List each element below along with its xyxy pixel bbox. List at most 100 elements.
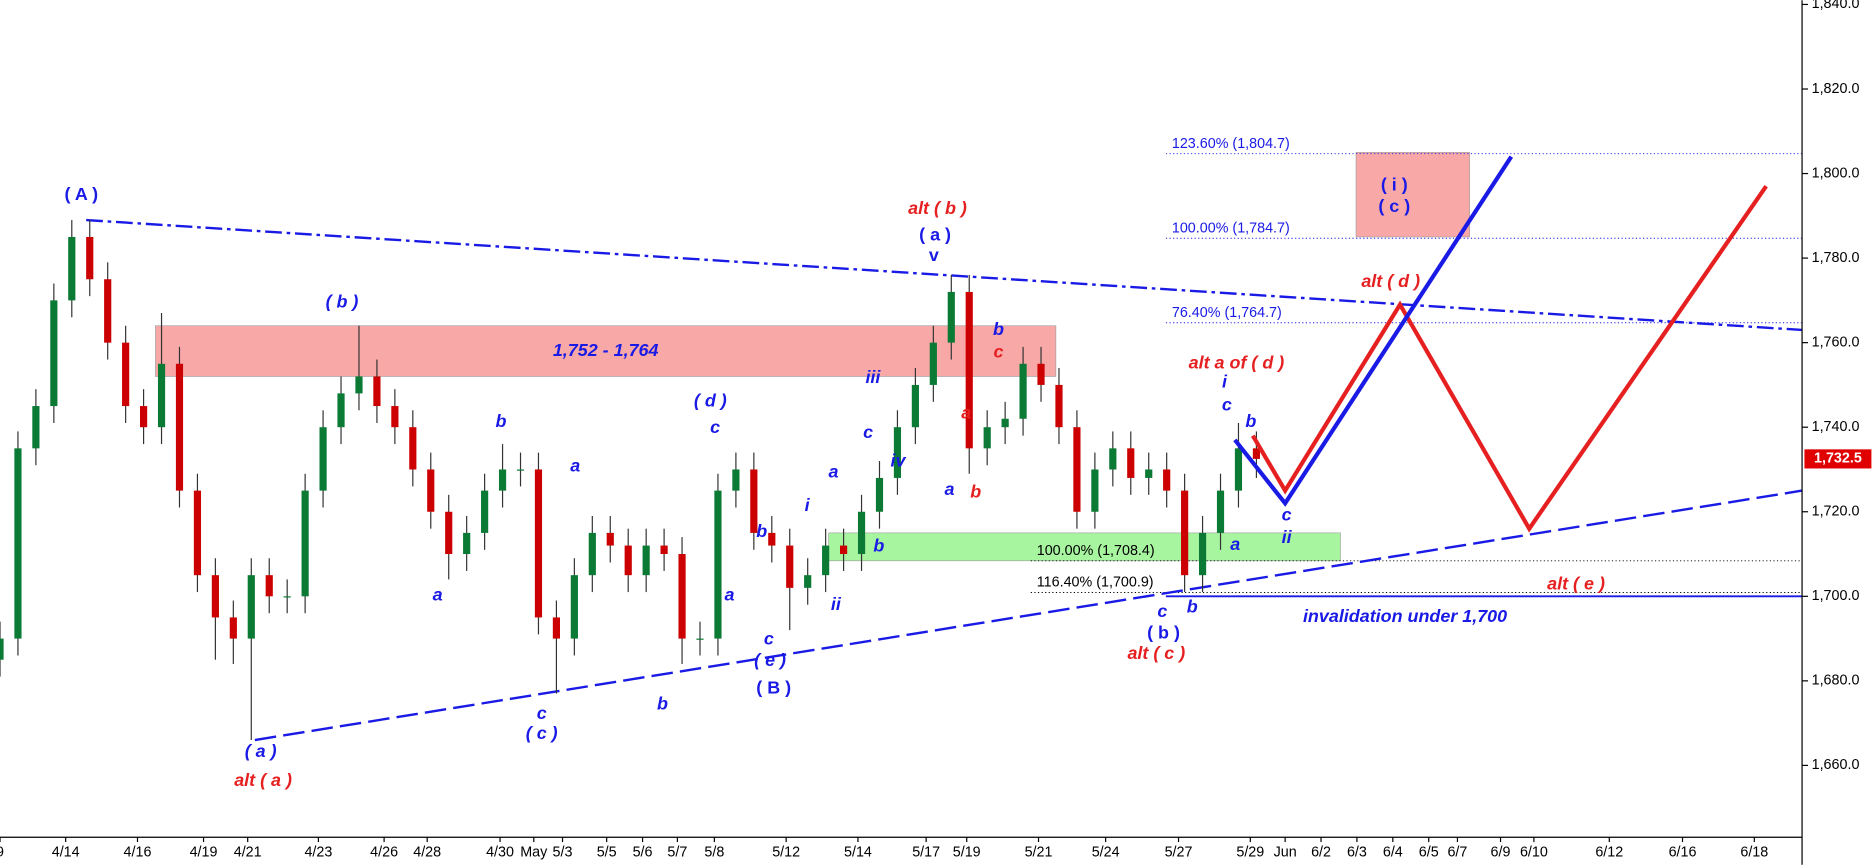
wave-label: ( e ) [754, 650, 786, 670]
candle-body [768, 532, 776, 546]
wave-label: b [993, 319, 1004, 339]
x-tick-label: 5/5 [597, 845, 617, 861]
candle-body [714, 490, 722, 639]
wave-label: ii [831, 594, 842, 614]
candle-body [1198, 532, 1207, 576]
x-tick-label: 6/2 [1311, 845, 1331, 861]
wave-label: ( d ) [694, 391, 727, 411]
wave-label: c [863, 422, 873, 442]
x-tick-label: 6/10 [1520, 845, 1548, 861]
last-price-box [1804, 449, 1872, 469]
candle-body [1252, 448, 1261, 459]
x-tick-label: 6/7 [1447, 845, 1467, 861]
x-tick-label: 5/19 [953, 845, 981, 861]
candle-body [427, 469, 435, 512]
candle-body [319, 427, 327, 491]
wave-label: alt ( e ) [1547, 574, 1605, 594]
candle-body [301, 490, 309, 597]
x-tick-label: 5/6 [633, 845, 653, 861]
wave-label: a [1230, 534, 1240, 554]
x-tick-label: 6/16 [1669, 845, 1697, 861]
candle-body [696, 638, 704, 640]
invalidation-label: invalidation under 1,700 [1303, 606, 1507, 626]
x-tick-label: 9 [0, 845, 4, 861]
candle-body [1001, 418, 1009, 428]
candle-body [965, 291, 973, 449]
candle-body [86, 236, 94, 280]
x-tick-label: 5/14 [844, 845, 872, 861]
wave-label: c [1222, 394, 1232, 414]
candle-body [1216, 490, 1225, 533]
fib-label: 100.00% (1,784.7) [1172, 220, 1290, 236]
wave-label: ( b ) [1147, 623, 1180, 643]
candle-body [552, 617, 560, 639]
candle-body [1181, 490, 1189, 576]
zone [155, 325, 1057, 377]
wave-label: alt ( d ) [1361, 271, 1420, 291]
x-tick-label: 6/5 [1419, 845, 1439, 861]
fib-label: 123.60% (1,804.7) [1172, 136, 1290, 152]
candle-body [857, 511, 866, 555]
x-tick-label: 6/9 [1491, 845, 1511, 861]
x-tick-label: 5/27 [1165, 845, 1193, 861]
candle-body [175, 363, 184, 491]
candle-body [0, 638, 4, 660]
candle-body [929, 342, 937, 385]
y-tick-label: 1,820.0 [1812, 81, 1860, 97]
candle-body [409, 427, 417, 470]
forecast-path [1233, 155, 1514, 507]
zone [1355, 152, 1470, 238]
wave-label: ii [1282, 527, 1293, 547]
wave-label: ( a ) [245, 741, 277, 761]
fib-label: 100.00% (1,708.4) [1037, 543, 1155, 559]
wave-label: a [570, 455, 580, 475]
candle-body [570, 575, 578, 639]
x-tick-label: 5/12 [772, 845, 800, 861]
candle-body [14, 448, 22, 639]
wave-label: ( a ) [919, 225, 951, 245]
candle-body [606, 532, 614, 546]
wave-label: c [994, 342, 1004, 362]
wave-label: ( c ) [526, 723, 558, 743]
wave-label: ( b ) [326, 291, 359, 311]
x-tick-label: 5/24 [1092, 845, 1120, 861]
wave-label: a [944, 479, 954, 499]
candle-body [1037, 363, 1045, 385]
x-tick-label: Jun [1274, 845, 1297, 861]
candle-body [786, 545, 794, 588]
candle-body [265, 575, 273, 597]
wave-label: alt ( c ) [1127, 643, 1185, 663]
wave-label: c [1282, 504, 1292, 524]
candle-body [947, 291, 955, 343]
y-tick-label: 1,700.0 [1812, 588, 1860, 604]
candle-body [1091, 469, 1099, 512]
wave-label: iv [891, 451, 907, 471]
x-tick-label: May [520, 845, 548, 861]
x-tick-label: 5/21 [1025, 845, 1053, 861]
candle-body [211, 575, 219, 618]
candle-body [1073, 427, 1081, 512]
wave-label: ( i ) [1381, 174, 1408, 194]
trendline [254, 489, 1803, 742]
y-tick-label: 1,780.0 [1812, 250, 1860, 266]
candle-body [283, 596, 291, 598]
wave-label: i [1222, 372, 1228, 392]
wave-label: ( c ) [1378, 196, 1410, 216]
zone-label: 1,752 - 1,764 [553, 340, 659, 360]
candle-body [750, 469, 758, 533]
wave-label: ( B ) [756, 678, 791, 698]
x-tick-label: 5/8 [704, 845, 724, 861]
candle-body [840, 545, 848, 555]
candle-body [337, 393, 345, 428]
candle-body [68, 236, 76, 301]
candle-body [516, 469, 525, 471]
candle-body [875, 477, 884, 512]
candle-body [445, 511, 453, 555]
candle-body [588, 532, 596, 576]
wave-label: b [1245, 411, 1256, 431]
x-tick-label: 6/18 [1740, 845, 1768, 861]
candle-body [660, 545, 668, 555]
candle-body [247, 575, 255, 639]
wave-label: v [929, 245, 939, 265]
candle-body [140, 406, 148, 428]
